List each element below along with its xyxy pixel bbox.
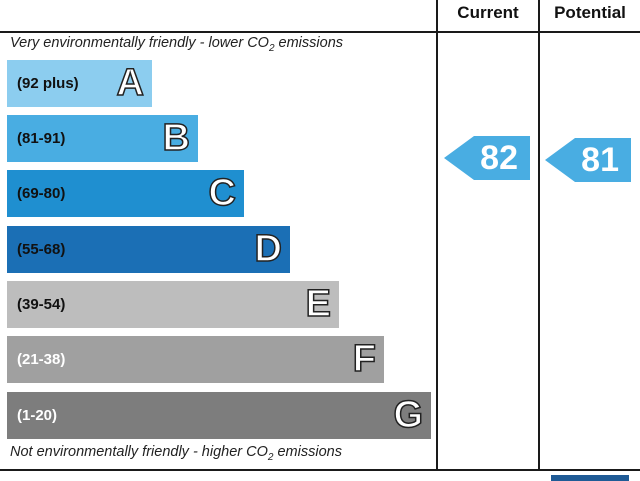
potential-column-header: Potential bbox=[554, 3, 626, 22]
header-divider bbox=[0, 31, 640, 33]
rating-band-letter: G bbox=[393, 393, 424, 437]
rating-band-letter: E bbox=[305, 282, 332, 326]
top-caption-text: Very environmentally friendly - lower C bbox=[10, 35, 258, 51]
bottom-caption-o: O bbox=[256, 444, 268, 460]
rating-band-e: (39-54) E bbox=[7, 281, 339, 328]
column-divider-current bbox=[436, 0, 438, 471]
rating-band-range: (92 plus) bbox=[17, 75, 79, 92]
rating-band-range: (21-38) bbox=[17, 351, 66, 368]
potential-rating-arrow: 81 bbox=[545, 138, 631, 182]
bottom-caption-suffix: emissions bbox=[273, 444, 342, 460]
rating-band-range: (39-54) bbox=[17, 296, 66, 313]
column-divider-potential bbox=[538, 0, 540, 471]
rating-band-letter: B bbox=[162, 116, 191, 160]
top-caption-o: O bbox=[257, 35, 269, 51]
current-column-header: Current bbox=[457, 3, 519, 22]
top-caption-subscript: 2 bbox=[268, 42, 275, 54]
rating-band-letter: F bbox=[352, 337, 377, 381]
rating-band-letter: D bbox=[254, 227, 283, 271]
rating-band-b: (81-91) B bbox=[7, 115, 198, 162]
rating-band-range: (81-91) bbox=[17, 130, 66, 147]
bottom-divider bbox=[0, 469, 640, 471]
rating-band-a: (92 plus) A bbox=[7, 60, 152, 107]
bottom-caption-subscript: 2 bbox=[267, 451, 274, 463]
top-caption-suffix: emissions bbox=[274, 35, 344, 51]
next-section-edge bbox=[551, 475, 629, 481]
rating-band-range: (69-80) bbox=[17, 185, 66, 202]
rating-band-range: (55-68) bbox=[17, 241, 66, 258]
rating-band-letter: A bbox=[116, 61, 145, 105]
current-rating-arrow: 82 bbox=[444, 136, 530, 180]
rating-band-range: (1-20) bbox=[17, 407, 58, 424]
rating-band-g: (1-20) G bbox=[7, 392, 431, 439]
current-rating-value: 82 bbox=[480, 138, 518, 177]
rating-band-c: (69-80) C bbox=[7, 170, 244, 217]
rating-band-letter: C bbox=[208, 171, 237, 215]
rating-band-f: (21-38) F bbox=[7, 336, 384, 383]
top-caption: Very environmentally friendly - lower CO… bbox=[10, 35, 343, 54]
bottom-caption: Not environmentally friendly - higher CO… bbox=[10, 444, 342, 463]
bottom-caption-text: Not environmentally friendly - higher C bbox=[10, 444, 257, 460]
potential-rating-value: 81 bbox=[581, 140, 619, 179]
rating-band-d: (55-68) D bbox=[7, 226, 290, 273]
